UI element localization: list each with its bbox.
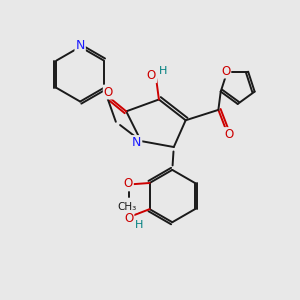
Text: O: O	[124, 177, 133, 190]
Text: O: O	[224, 128, 233, 141]
Text: H: H	[134, 220, 143, 230]
Text: O: O	[221, 64, 230, 78]
Text: H: H	[159, 66, 168, 76]
Text: O: O	[104, 85, 113, 98]
Text: N: N	[132, 136, 141, 149]
Text: N: N	[76, 39, 85, 52]
Text: O: O	[147, 69, 156, 82]
Text: CH₃: CH₃	[118, 202, 137, 212]
Text: O: O	[124, 212, 134, 225]
